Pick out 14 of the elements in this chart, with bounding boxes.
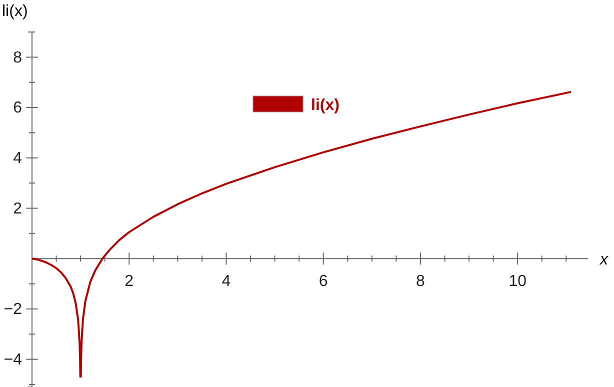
y-tick-label: −4 [4, 351, 22, 368]
y-tick-label: −2 [4, 301, 22, 318]
x-tick-label: 6 [318, 272, 328, 290]
y-axis-title: li(x) [2, 3, 28, 20]
x-tick-label: 2 [124, 272, 134, 290]
legend-label: li(x) [311, 97, 340, 114]
y-tick-label: 8 [13, 49, 22, 66]
x-tick-label: 10 [508, 272, 527, 290]
x-tick-label: 8 [416, 272, 426, 290]
x-axis-title: x [599, 252, 609, 269]
y-tick-label: 2 [13, 200, 22, 218]
y-tick-label: 6 [13, 100, 22, 117]
y-tick-label: 4 [13, 150, 22, 168]
x-tick-label: 4 [222, 272, 231, 290]
